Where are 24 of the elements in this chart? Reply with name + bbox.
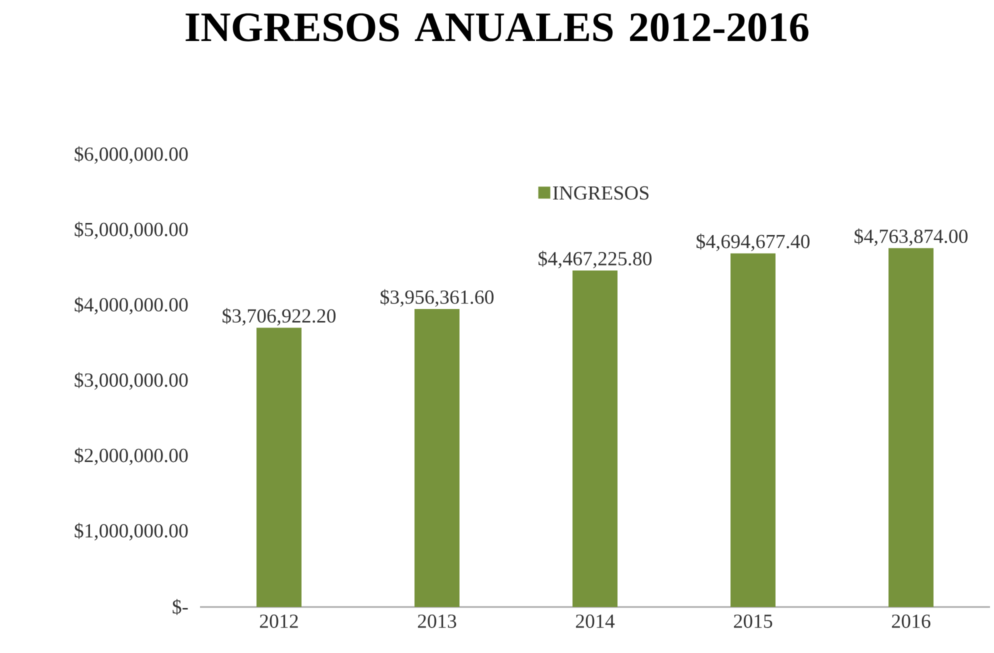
data-label: $4,467,225.80 — [538, 250, 652, 268]
y-tick-label: $- — [172, 599, 188, 615]
x-tick-label: 2013 — [418, 614, 456, 628]
bar — [414, 308, 460, 607]
data-label: $4,694,677.40 — [696, 234, 810, 252]
x-tick-label: 2015 — [734, 614, 772, 628]
chart-title: INGRESOS ANUALES 2012-2016 — [186, 13, 808, 42]
y-tick-label: $6,000,000.00 — [74, 146, 188, 164]
bar — [730, 253, 776, 607]
bar — [572, 270, 618, 607]
x-tick-label: 2012 — [260, 614, 298, 628]
y-tick-label: $4,000,000.00 — [74, 296, 188, 314]
y-tick-label: $2,000,000.00 — [74, 448, 188, 466]
legend-label: INGRESOS — [553, 186, 648, 200]
bar — [256, 328, 302, 607]
data-label: $3,956,361.60 — [380, 289, 494, 307]
y-tick-label: $3,000,000.00 — [74, 372, 188, 390]
y-tick-label: $5,000,000.00 — [74, 222, 188, 240]
bar — [888, 248, 934, 607]
data-label: $4,763,874.00 — [854, 228, 968, 246]
y-tick-label: $1,000,000.00 — [74, 522, 188, 540]
x-tick-label: 2016 — [892, 614, 930, 628]
x-tick-label: 2014 — [576, 614, 615, 628]
data-label: $3,706,922.20 — [222, 308, 336, 326]
